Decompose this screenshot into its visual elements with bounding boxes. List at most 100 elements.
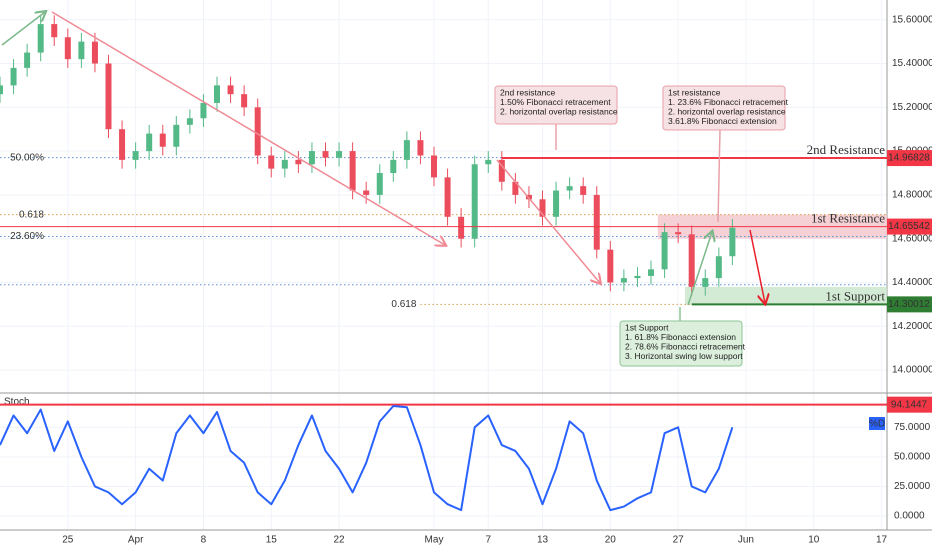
x-tick-label: 22 [334, 535, 346, 546]
legend-badge [869, 417, 885, 430]
candle-body [146, 133, 153, 152]
y-tick-label: 14.60000 [892, 233, 932, 244]
candle-body [105, 63, 112, 130]
y-tick-label: 25.0000 [894, 481, 931, 492]
price-badge-text: 14.30012 [888, 299, 930, 310]
candle-body [485, 159, 492, 165]
note-text: 2. horizontal overlap resistance [668, 106, 786, 116]
zone [684, 286, 887, 305]
drawing-arrow [1, 12, 45, 46]
drawing-arrow [51, 11, 445, 245]
note-text: 2nd resistance [500, 87, 556, 97]
x-tick-label: 8 [201, 535, 207, 546]
price-badge-text: 94.1447 [891, 399, 928, 410]
note-text: 1st resistance [668, 87, 721, 97]
candle-body [471, 164, 478, 239]
candle-body [159, 133, 166, 147]
candle-body [688, 234, 695, 287]
x-tick-label: Jun [738, 535, 754, 546]
fib-label: 0.618 [19, 209, 44, 220]
y-tick-label: 15.60000 [892, 14, 932, 25]
candle-body [268, 155, 275, 169]
candle-body [458, 216, 465, 239]
note-text: 1. 23.6% Fibonacci retracement [668, 97, 789, 107]
pane-title: Stoch [4, 397, 30, 408]
x-tick-label: 7 [485, 535, 491, 546]
candle-body [417, 140, 424, 156]
x-tick-label: 13 [537, 535, 549, 546]
candle-body [431, 155, 438, 178]
candle-body [132, 151, 139, 160]
fib-label: 23.60% [10, 231, 44, 242]
candle-body [322, 151, 329, 158]
candle-body [119, 129, 126, 160]
candle-body [295, 159, 302, 165]
x-tick-label: 20 [605, 535, 617, 546]
candle-body [648, 269, 655, 276]
drawing-arrow [749, 229, 765, 303]
candle-body [390, 159, 397, 174]
price-badge-text: 14.65542 [888, 221, 930, 232]
candle-body [64, 37, 71, 60]
candle-body [553, 190, 560, 217]
candle-body [349, 151, 356, 191]
y-tick-label: 0.0000 [894, 511, 925, 522]
level-label: 2nd Resistance [807, 142, 886, 157]
candle-body [214, 85, 221, 103]
x-tick-label: 27 [673, 535, 685, 546]
x-tick-label: Apr [128, 535, 144, 546]
candle-body [10, 67, 17, 86]
price-badge-text: 14.96828 [888, 153, 930, 164]
note-box [662, 85, 786, 131]
level-label: 1st Support [825, 288, 885, 303]
fib-label: 50.00% [10, 152, 44, 163]
candle-body [173, 124, 180, 147]
candle-body [24, 52, 31, 68]
note-text: 3.61.8% Fibonacci extension [668, 116, 777, 126]
candle-body [593, 194, 600, 250]
note-box [619, 320, 743, 367]
y-tick-label: 14.40000 [892, 277, 932, 288]
candle-body [254, 107, 261, 156]
candle-body [281, 159, 288, 169]
y-tick-label: 15.20000 [892, 102, 932, 113]
candle-body [91, 41, 98, 64]
stoch-line [0, 405, 734, 512]
candle-body [186, 118, 193, 125]
price-badge [887, 150, 932, 167]
note-text: 2. horizontal overlap resistance [500, 106, 618, 116]
candle-body [444, 177, 451, 217]
candle-body [336, 151, 343, 158]
price-badge [887, 396, 932, 413]
candle-body [376, 173, 383, 195]
note-text: 1. 61.8% Fibonacci extension [625, 332, 736, 342]
x-tick-label: 15 [266, 535, 278, 546]
candle-body [566, 186, 573, 191]
price-badge [887, 218, 932, 235]
candle-body [620, 278, 627, 283]
drawing-arrow [496, 159, 600, 283]
y-tick-label: 14.20000 [892, 321, 932, 332]
y-tick-label: 15.40000 [892, 58, 932, 69]
fib-label: 0.618 [391, 299, 416, 310]
candle-body [200, 102, 207, 119]
note-text: 2. 78.6% Fibonacci retracement [625, 341, 746, 351]
candle-body [363, 190, 370, 195]
x-tick-label: 17 [876, 535, 888, 546]
candle-body [715, 256, 722, 279]
candle-body [78, 41, 85, 60]
drawing-arrow [687, 232, 712, 306]
price-badge [887, 296, 932, 313]
legend-text: %D [869, 419, 885, 430]
candle-body [729, 227, 736, 257]
note-text: 1st Support [625, 322, 669, 332]
y-tick-label: 50.0000 [894, 452, 931, 463]
candle-body [512, 181, 519, 195]
y-tick-label: 14.00000 [892, 365, 932, 376]
level-label: 1st Resistance [811, 211, 885, 226]
candle-body [241, 94, 248, 108]
candle-body [227, 85, 234, 95]
note-text: 1.50% Fibonacci retracement [500, 97, 611, 107]
